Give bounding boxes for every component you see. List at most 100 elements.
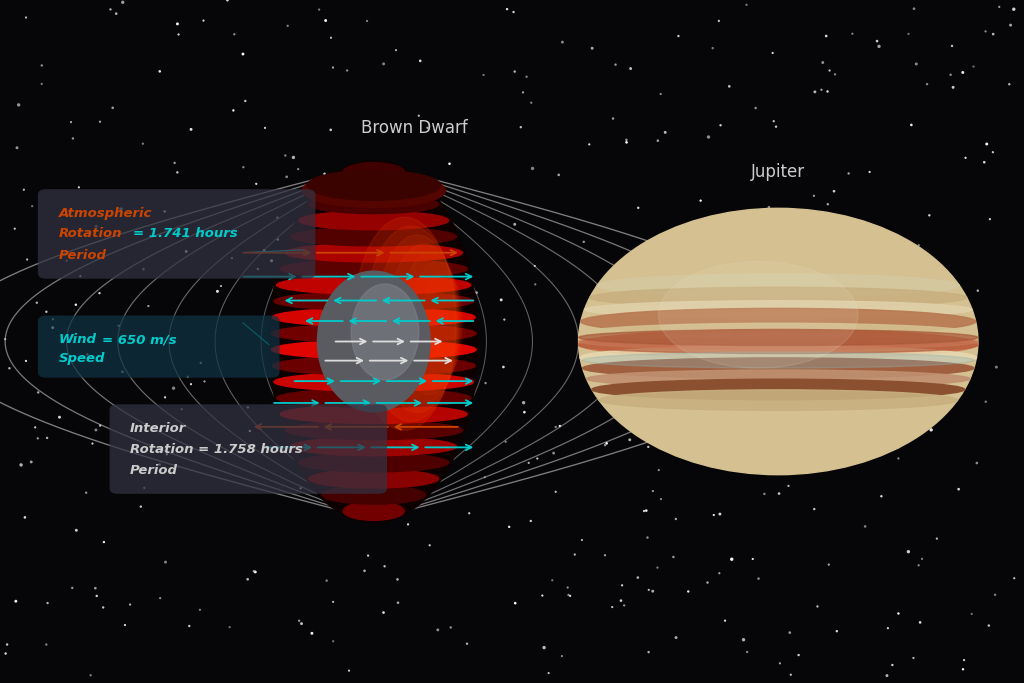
Point bbox=[738, 0, 755, 10]
Point bbox=[652, 89, 669, 100]
Point bbox=[945, 82, 962, 93]
Ellipse shape bbox=[579, 208, 978, 475]
Point bbox=[657, 406, 674, 417]
Point bbox=[548, 421, 564, 432]
Point bbox=[815, 421, 831, 432]
Point bbox=[507, 219, 523, 229]
Point bbox=[493, 294, 509, 305]
Point bbox=[242, 426, 258, 436]
Point bbox=[223, 253, 240, 264]
Point bbox=[293, 483, 309, 494]
Ellipse shape bbox=[585, 301, 972, 318]
Point bbox=[317, 15, 334, 26]
Point bbox=[957, 152, 974, 163]
Point bbox=[955, 654, 972, 665]
Point bbox=[497, 314, 513, 325]
Point bbox=[29, 297, 45, 308]
Point bbox=[861, 167, 878, 178]
Point bbox=[581, 139, 597, 150]
Point bbox=[765, 48, 781, 59]
Point bbox=[559, 582, 575, 593]
Point bbox=[796, 302, 812, 313]
Point bbox=[735, 635, 752, 645]
Point bbox=[459, 638, 475, 649]
Point bbox=[780, 480, 797, 491]
Point bbox=[597, 440, 613, 451]
Point bbox=[739, 647, 756, 658]
Point bbox=[644, 586, 660, 597]
Point bbox=[79, 349, 95, 360]
Point bbox=[221, 622, 238, 632]
Point bbox=[117, 619, 133, 630]
Point bbox=[179, 372, 196, 382]
Point bbox=[173, 404, 189, 415]
Point bbox=[400, 519, 417, 530]
Point bbox=[376, 607, 392, 618]
Point bbox=[323, 124, 339, 135]
Point bbox=[711, 16, 727, 27]
Point bbox=[135, 264, 152, 275]
Point bbox=[748, 102, 764, 113]
Point bbox=[979, 139, 995, 150]
Point bbox=[900, 546, 916, 557]
Point bbox=[280, 20, 296, 31]
Point bbox=[167, 157, 183, 168]
Point bbox=[645, 486, 662, 497]
Point bbox=[134, 138, 151, 149]
Point bbox=[756, 488, 772, 499]
Point bbox=[978, 396, 994, 407]
Point bbox=[499, 3, 515, 14]
Point bbox=[630, 202, 646, 213]
Point bbox=[964, 609, 980, 619]
Point bbox=[597, 550, 613, 561]
Point bbox=[649, 562, 666, 573]
Point bbox=[737, 254, 754, 265]
Point bbox=[560, 589, 577, 600]
Point bbox=[122, 599, 138, 610]
Point bbox=[713, 120, 729, 130]
Point bbox=[102, 4, 119, 15]
Point bbox=[429, 357, 445, 368]
Point bbox=[170, 29, 186, 40]
Point bbox=[923, 424, 939, 435]
Point bbox=[323, 32, 339, 43]
Point bbox=[699, 577, 716, 588]
Point bbox=[257, 122, 273, 133]
Ellipse shape bbox=[658, 262, 858, 368]
Point bbox=[196, 15, 212, 26]
Point bbox=[786, 260, 803, 271]
Point bbox=[10, 100, 27, 111]
Point bbox=[516, 406, 532, 417]
Point bbox=[475, 70, 492, 81]
Point bbox=[441, 158, 458, 169]
Point bbox=[868, 36, 885, 46]
Point bbox=[641, 585, 657, 596]
Point bbox=[349, 354, 366, 365]
Point bbox=[768, 121, 784, 132]
Point bbox=[616, 600, 633, 611]
Point bbox=[289, 259, 305, 270]
Point bbox=[95, 602, 112, 613]
Point bbox=[630, 572, 646, 583]
Point bbox=[936, 341, 952, 352]
Point bbox=[623, 63, 639, 74]
Point bbox=[927, 319, 943, 330]
Point bbox=[705, 430, 721, 441]
Point bbox=[234, 48, 251, 59]
Point bbox=[226, 29, 243, 40]
Point bbox=[835, 331, 851, 342]
Point bbox=[430, 272, 446, 283]
Ellipse shape bbox=[399, 253, 461, 395]
Point bbox=[515, 398, 531, 408]
Point bbox=[908, 59, 925, 70]
Point bbox=[766, 115, 782, 126]
Point bbox=[39, 598, 55, 609]
Point bbox=[169, 167, 185, 178]
Point bbox=[88, 221, 104, 232]
Point bbox=[724, 554, 740, 565]
Point bbox=[575, 236, 592, 247]
Point bbox=[92, 420, 109, 431]
FancyBboxPatch shape bbox=[110, 404, 387, 494]
Point bbox=[711, 568, 727, 579]
Point bbox=[890, 453, 906, 464]
